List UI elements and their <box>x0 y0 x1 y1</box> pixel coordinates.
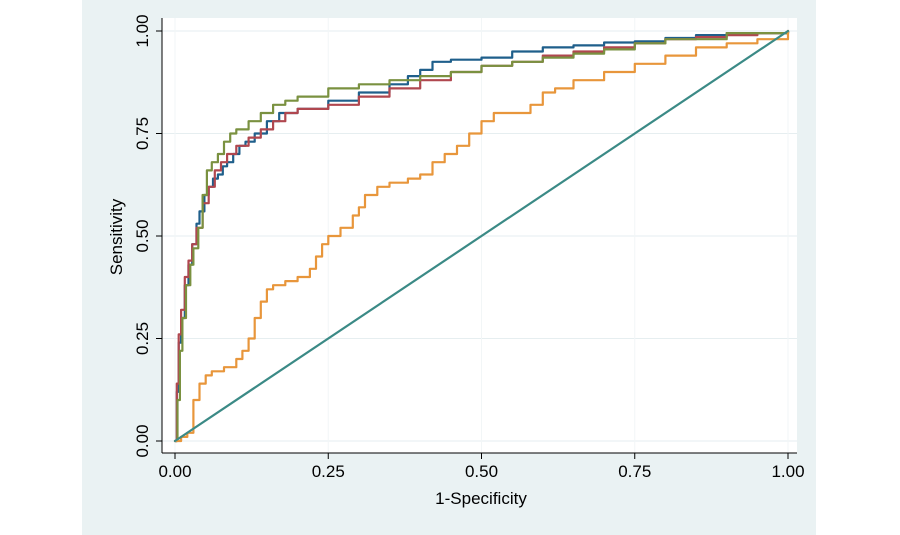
y-axis-title: Sensitivity <box>107 198 126 275</box>
tick-labels: 0.00 0.25 0.50 0.75 1.00 0.00 0.25 0.50 0.75 1.00 <box>133 14 805 481</box>
x-tick-label-3: 0.75 <box>618 462 651 481</box>
x-tick-label-4: 1.00 <box>771 462 804 481</box>
x-axis-title: 1-Specificity <box>435 489 527 508</box>
series-line-1 <box>173 29 790 443</box>
y-tick-label-4: 1.00 <box>133 14 152 47</box>
x-tick-label-2: 0.50 <box>465 462 498 481</box>
series-line-4 <box>173 29 790 443</box>
series-line-3 <box>173 29 790 443</box>
series-group <box>173 29 790 443</box>
axes <box>156 18 797 459</box>
y-tick-label-1: 0.25 <box>133 322 152 355</box>
x-tick-label-1: 0.25 <box>312 462 345 481</box>
y-tick-label-2: 0.50 <box>133 219 152 252</box>
y-tick-label-3: 0.75 <box>133 117 152 150</box>
y-tick-label-0: 0.00 <box>133 424 152 457</box>
x-tick-label-0: 0.00 <box>158 462 191 481</box>
series-line-2 <box>173 29 790 443</box>
